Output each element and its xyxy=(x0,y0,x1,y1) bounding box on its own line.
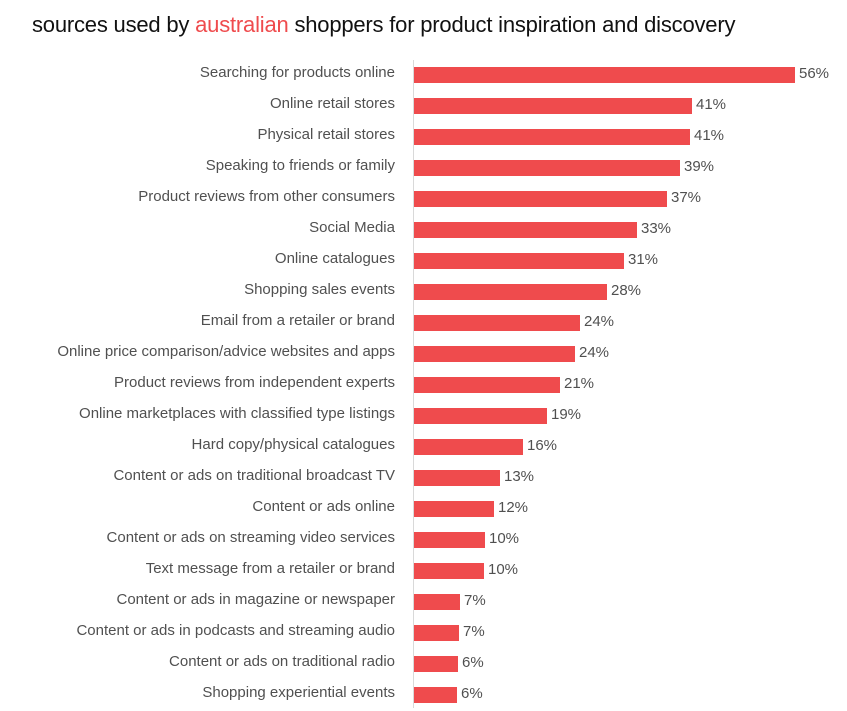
y-axis-line xyxy=(413,60,414,708)
bar xyxy=(414,470,500,486)
bar-row: Text message from a retailer or brand 10% xyxy=(0,556,847,587)
category-label: Online price comparison/advice websites … xyxy=(57,343,395,360)
title-accent-word: australian xyxy=(195,12,289,37)
bar xyxy=(414,563,484,579)
category-label: Shopping experiential events xyxy=(202,684,395,701)
bar xyxy=(414,687,457,703)
value-label: 28% xyxy=(611,282,642,299)
category-label: Hard copy/physical catalogues xyxy=(191,436,395,453)
bar-row: Product reviews from independent experts… xyxy=(0,370,847,401)
chart-title: sources used by australian shoppers for … xyxy=(32,12,735,38)
value-label: 56% xyxy=(799,65,830,82)
bar xyxy=(414,67,795,83)
value-label: 12% xyxy=(498,499,529,516)
value-label: 7% xyxy=(463,623,485,640)
value-label: 41% xyxy=(696,96,727,113)
bar xyxy=(414,191,667,207)
bar xyxy=(414,501,494,517)
bar-row: Content or ads in magazine or newspaper 7… xyxy=(0,587,847,618)
value-label: 39% xyxy=(684,158,715,175)
bar xyxy=(414,439,523,455)
title-prefix: sources used by xyxy=(32,12,196,37)
category-label: Product reviews from other consumers xyxy=(138,188,395,205)
bar xyxy=(414,346,575,362)
bar-row: Online retail stores 41% xyxy=(0,91,847,122)
category-label: Online retail stores xyxy=(269,95,395,112)
category-label: Shopping sales events xyxy=(244,281,395,298)
bar xyxy=(414,222,637,238)
value-label: 6% xyxy=(461,685,483,702)
category-label: Content or ads on streaming video servic… xyxy=(106,529,395,546)
category-label: Content or ads in podcasts and streaming… xyxy=(76,622,395,639)
category-label: Text message from a retailer or brand xyxy=(145,560,395,577)
value-label: 13% xyxy=(504,468,535,485)
bar-row: Social Media 33% xyxy=(0,215,847,246)
bar xyxy=(414,253,624,269)
category-label: Social Media xyxy=(309,219,395,236)
title-suffix: shoppers for product inspiration and dis… xyxy=(288,12,736,37)
bar xyxy=(414,656,458,672)
value-label: 7% xyxy=(464,592,486,609)
value-label: 16% xyxy=(527,437,558,454)
bar-row: Shopping experiential events 6% xyxy=(0,680,847,711)
bar xyxy=(414,532,485,548)
bar-row: Online price comparison/advice websites … xyxy=(0,339,847,370)
category-label: Content or ads on traditional broadcast … xyxy=(113,467,395,484)
category-label: Speaking to friends or family xyxy=(205,157,395,174)
value-label: 21% xyxy=(564,375,595,392)
bar-row: Speaking to friends or family 39% xyxy=(0,153,847,184)
category-label: Email from a retailer or brand xyxy=(200,312,395,329)
value-label: 19% xyxy=(551,406,582,423)
bar-row: Content or ads in podcasts and streaming… xyxy=(0,618,847,649)
bar xyxy=(414,129,690,145)
value-label: 41% xyxy=(694,127,725,144)
value-label: 31% xyxy=(628,251,659,268)
bar xyxy=(414,315,580,331)
bar xyxy=(414,98,692,114)
bar-row: Content or ads on traditional radio 6% xyxy=(0,649,847,680)
bar xyxy=(414,625,459,641)
bar-row: Shopping sales events 28% xyxy=(0,277,847,308)
value-label: 10% xyxy=(488,561,519,578)
bar-row: Content or ads online 12% xyxy=(0,494,847,525)
category-label: Searching for products online xyxy=(199,64,395,81)
bar-row: Content or ads on traditional broadcast … xyxy=(0,463,847,494)
bar-row: Physical retail stores 41% xyxy=(0,122,847,153)
bar xyxy=(414,284,607,300)
bar xyxy=(414,160,680,176)
value-label: 24% xyxy=(584,313,615,330)
category-label: Product reviews from independent experts xyxy=(114,374,395,391)
category-label: Content or ads in magazine or newspaper xyxy=(116,591,396,608)
bar-row: Email from a retailer or brand 24% xyxy=(0,308,847,339)
bar-row: Online catalogues 31% xyxy=(0,246,847,277)
category-label: Online marketplaces with classified type… xyxy=(79,405,395,422)
bar-row: Online marketplaces with classified type… xyxy=(0,401,847,432)
value-label: 10% xyxy=(489,530,520,547)
value-label: 6% xyxy=(462,654,484,671)
category-label: Physical retail stores xyxy=(257,126,395,143)
bar-chart: Searching for products online 56% Online r… xyxy=(0,60,847,708)
bar xyxy=(414,377,560,393)
category-label: Online catalogues xyxy=(274,250,395,267)
category-label: Content or ads online xyxy=(252,498,395,515)
bar-row: Content or ads on streaming video servic… xyxy=(0,525,847,556)
value-label: 33% xyxy=(641,220,672,237)
bar-row: Searching for products online 56% xyxy=(0,60,847,91)
value-label: 37% xyxy=(671,189,702,206)
category-label: Content or ads on traditional radio xyxy=(169,653,395,670)
value-label: 24% xyxy=(579,344,610,361)
bar xyxy=(414,408,547,424)
bar-row: Product reviews from other consumers 37% xyxy=(0,184,847,215)
bar-row: Hard copy/physical catalogues 16% xyxy=(0,432,847,463)
bar xyxy=(414,594,460,610)
